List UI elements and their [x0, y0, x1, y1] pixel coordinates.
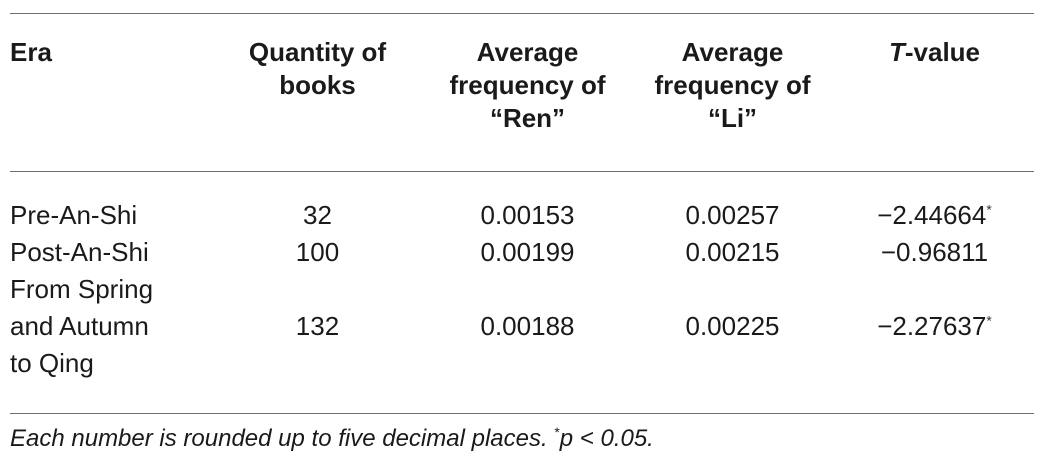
top-rule [10, 13, 1034, 14]
header-quantity: Quantity of books [248, 37, 387, 100]
table-row: Post-An-Shi 100 0.00199 0.00215 −0.96811 [10, 234, 1034, 271]
cell-era: Post-An-Shi [10, 237, 149, 267]
table-body: Pre-An-Shi 32 0.00153 0.00257 −2.44664* … [10, 197, 1034, 382]
header-era: Era [10, 37, 52, 67]
header-ren-frequency: Average frequency of “Ren” [449, 37, 606, 133]
cell-era: From Spring and Autumn to Qing [10, 274, 154, 378]
table-row: From Spring and Autumn to Qing 132 0.001… [10, 271, 1034, 382]
header-li-frequency: Average frequency of “Li” [654, 37, 811, 133]
cell-quantity: 32 [303, 200, 332, 230]
table-row: Pre-An-Shi 32 0.00153 0.00257 −2.44664* [10, 197, 1034, 234]
header-t-value: T-value [888, 37, 981, 67]
data-table: Era Quantity of books Average frequency … [10, 13, 1034, 414]
significance-mark: * [986, 312, 992, 329]
cell-quantity: 132 [295, 311, 340, 341]
cell-quantity: 100 [295, 237, 340, 267]
cell-ren: 0.00188 [480, 311, 575, 341]
table-footnote: Each number is rounded up to five decima… [10, 424, 654, 452]
table-header: Era Quantity of books Average frequency … [10, 14, 1034, 135]
cell-t-value: −0.96811 [880, 237, 989, 267]
header-rule [10, 171, 1034, 172]
cell-li: 0.00257 [685, 200, 780, 230]
significance-mark: * [986, 201, 992, 218]
cell-li: 0.00225 [685, 311, 780, 341]
header-row: Era Quantity of books Average frequency … [10, 14, 1034, 135]
bottom-rule [10, 413, 1034, 414]
cell-era: Pre-An-Shi [10, 200, 138, 230]
cell-ren: 0.00199 [480, 237, 575, 267]
cell-li: 0.00215 [685, 237, 780, 267]
cell-t-value: −2.44664* [877, 200, 992, 230]
cell-ren: 0.00153 [480, 200, 575, 230]
cell-t-value: −2.27637* [877, 311, 992, 341]
